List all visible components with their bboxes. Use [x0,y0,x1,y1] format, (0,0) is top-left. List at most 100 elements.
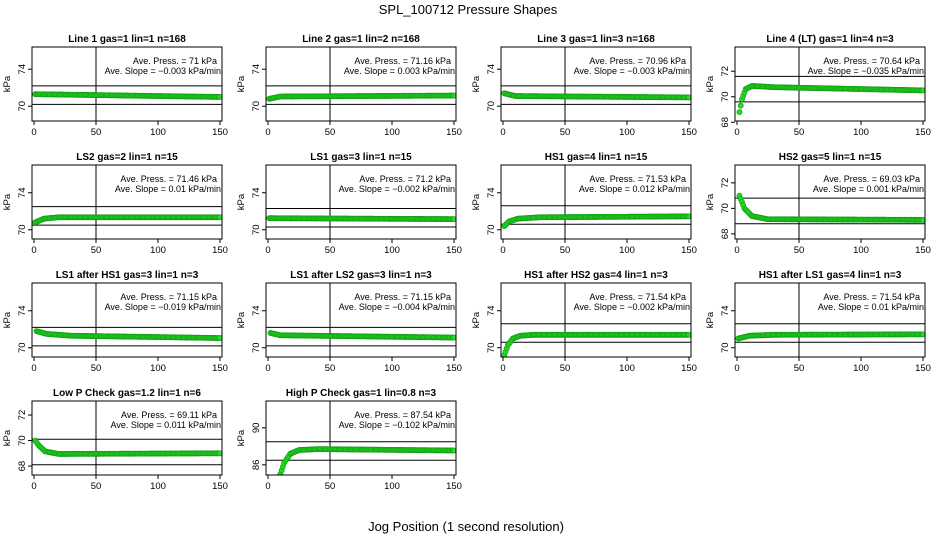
x-tick-label: 0 [265,245,270,256]
x-tick-label: 100 [853,245,869,256]
plot-frame [31,400,223,476]
panel-title: LS1 after LS2 gas=3 lin=1 n=3 [290,270,432,281]
x-tick-label: 150 [681,245,697,256]
data-point [686,331,691,338]
y-tick-label: 70 [486,342,497,353]
ave-press-annotation: Ave. Press. = 87.54 kPa [354,410,451,420]
y-tick-label: 74 [486,305,497,316]
y-tick-label: 72 [17,410,28,421]
x-tick-label: 100 [384,127,400,138]
x-tick-label: 50 [91,363,102,374]
panel-title: HS2 gas=5 lin=1 n=15 [779,152,882,163]
ave-slope-annotation: Ave. Slope = −0.002 kPa/min [574,302,690,312]
x-tick-label: 150 [446,481,462,492]
x-tick-label: 0 [500,363,505,374]
panel-title: Line 3 gas=1 lin=3 n=168 [537,34,655,45]
ave-slope-annotation: Ave. Slope = −0.002 kPa/min [339,184,455,194]
panel-12: HS1 after LS1 gas=4 lin=1 n=3 0 50 100 150 70… [705,270,931,374]
plot-frame [500,282,692,358]
plot-frame [31,282,223,358]
plot-frame [265,282,457,358]
x-tick-label: 150 [681,127,697,138]
ave-slope-annotation: Ave. Slope = −0.035 kPa/min [808,66,924,76]
x-tick-label: 50 [794,127,805,138]
x-tick-label: 150 [681,363,697,374]
ave-slope-annotation: Ave. Slope = 0.011 kPa/min [111,420,222,430]
ave-press-annotation: Ave. Press. = 70.96 kPa [589,56,686,66]
y-axis-label: kPa [236,193,247,210]
data-point [737,102,744,109]
panel-title: LS2 gas=2 lin=1 n=15 [76,152,178,163]
x-tick-label: 50 [560,363,571,374]
plot-frame [734,282,926,358]
data-point [217,214,222,221]
x-tick-label: 100 [384,363,400,374]
x-tick-label: 50 [794,245,805,256]
ave-slope-annotation: Ave. Slope = −0.003 kPa/min [105,66,221,76]
y-tick-label: 74 [486,64,497,75]
panel-5: LS2 gas=2 lin=1 n=15 0 50 100 150 70 74 kPa Ave.… [2,152,228,256]
panel-14: High P Check gas=1 lin=0.8 n=3 0 50 100 150 8… [236,388,462,492]
y-axis-label: kPa [236,311,247,328]
data-point [217,335,222,341]
x-tick-label: 50 [325,481,336,492]
plot-frame [265,46,457,122]
ave-press-annotation: Ave. Press. = 71.54 kPa [589,292,686,302]
ave-press-annotation: Ave. Press. = 71.16 kPa [354,56,451,66]
ave-press-annotation: Ave. Press. = 71.46 kPa [120,174,217,184]
x-tick-label: 50 [560,245,571,256]
y-tick-label: 74 [17,305,28,316]
plot-area [266,165,456,239]
x-tick-label: 150 [212,363,228,374]
ave-slope-annotation: Ave. Slope = 0.001 kPa/min [813,184,924,194]
plot-frame [265,400,457,476]
plot-area [32,401,222,475]
x-tick-label: 0 [31,245,36,256]
ave-press-annotation: Ave. Press. = 71.53 kPa [589,174,686,184]
ave-press-annotation: Ave. Press. = 71.54 kPa [823,292,920,302]
panel-3: Line 3 gas=1 lin=3 n=168 0 50 100 150 70 74 kPa… [471,34,697,138]
panel-title: HS1 after HS2 gas=4 lin=1 n=3 [524,270,668,281]
plot-frame [734,46,926,122]
panel-4: Line 4 (LT) gas=1 lin=4 n=3 0 50 100 150 68 70… [705,34,931,138]
plot-frame [265,164,457,240]
data-point [736,109,743,115]
panel-2: Line 2 gas=1 lin=2 n=168 0 50 100 150 70 74 kPa… [236,34,462,138]
panel-8: HS2 gas=5 lin=1 n=15 0 50 100 150 68 70 72 kPa Av… [705,152,931,256]
x-tick-label: 150 [915,363,931,374]
x-tick-label: 0 [500,245,505,256]
figure-x-label: Jog Position (1 second resolution) [368,519,564,534]
panel-1: Line 1 gas=1 lin=1 n=168 0 50 100 150 70 74 kPa… [2,34,228,138]
plot-area [266,283,456,357]
x-tick-label: 100 [619,363,635,374]
y-tick-label: 86 [251,460,262,471]
x-tick-label: 100 [384,481,400,492]
x-tick-label: 150 [446,363,462,374]
y-tick-label: 70 [720,91,731,102]
x-tick-label: 100 [150,127,166,138]
x-tick-label: 100 [619,127,635,138]
panel-title: Low P Check gas=1.2 lin=1 n=6 [53,388,201,399]
plot-area [32,283,222,357]
y-tick-label: 70 [720,203,731,214]
x-tick-label: 150 [212,127,228,138]
x-tick-label: 150 [446,127,462,138]
x-tick-label: 50 [91,127,102,138]
y-tick-label: 68 [17,461,28,472]
x-tick-label: 50 [325,245,336,256]
ave-slope-annotation: Ave. Slope = 0.003 kPa/min [344,66,455,76]
y-axis-label: kPa [471,75,482,92]
x-tick-label: 50 [794,363,805,374]
x-tick-label: 0 [265,127,270,138]
plot-area [735,47,925,121]
y-tick-label: 70 [720,342,731,353]
panel-title: HS1 gas=4 lin=1 n=15 [545,152,648,163]
y-axis-label: kPa [471,193,482,210]
y-axis-label: kPa [705,193,716,210]
plot-frame [31,164,223,240]
ave-slope-annotation: Ave. Slope = 0.01 kPa/min [115,184,221,194]
y-tick-label: 70 [486,101,497,112]
plot-area [501,165,691,239]
panel-title: LS1 after HS1 gas=3 lin=1 n=3 [56,270,199,281]
data-point [451,216,456,223]
